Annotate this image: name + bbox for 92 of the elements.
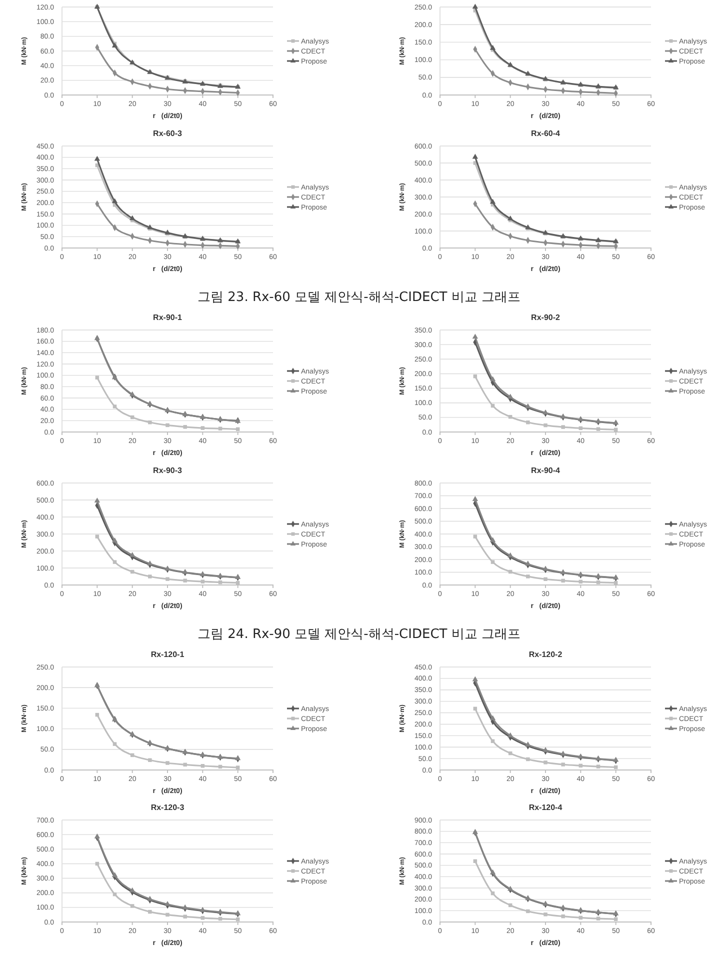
point	[95, 376, 100, 380]
point	[112, 742, 117, 746]
point	[507, 552, 514, 558]
point	[95, 534, 100, 538]
point	[526, 909, 530, 914]
point	[183, 425, 187, 429]
point	[112, 404, 117, 408]
point	[544, 423, 548, 428]
point	[526, 574, 530, 578]
point	[472, 4, 478, 9]
point	[560, 750, 566, 756]
point	[200, 580, 205, 584]
point	[112, 872, 118, 878]
point	[165, 240, 170, 246]
point	[490, 44, 496, 50]
point	[164, 900, 170, 906]
point	[148, 574, 152, 578]
point	[490, 715, 496, 720]
point	[112, 538, 118, 542]
point	[130, 904, 134, 908]
point	[183, 578, 187, 582]
point	[526, 757, 530, 762]
point	[183, 914, 187, 918]
point	[166, 577, 170, 581]
chart-title: Rx-60-3	[153, 129, 182, 138]
point	[490, 560, 495, 564]
point	[596, 916, 600, 920]
point	[129, 552, 136, 557]
point	[200, 426, 205, 430]
point	[94, 833, 100, 838]
point	[472, 334, 478, 339]
point	[490, 376, 496, 382]
point	[200, 916, 205, 920]
point	[561, 578, 565, 583]
point	[94, 498, 100, 502]
chart-title: Rx-120-1	[150, 650, 185, 659]
point	[166, 761, 170, 765]
point	[542, 409, 548, 414]
point	[490, 198, 496, 204]
point	[218, 426, 222, 430]
chart-title: Rx-120-3	[150, 803, 185, 812]
point	[148, 758, 152, 762]
point	[490, 869, 496, 874]
point	[612, 756, 619, 762]
point	[129, 887, 136, 892]
point	[507, 886, 514, 891]
point	[182, 904, 188, 910]
point	[182, 568, 188, 574]
point	[507, 394, 514, 399]
point	[525, 560, 531, 566]
point	[542, 747, 548, 752]
point	[542, 566, 548, 571]
point	[200, 906, 206, 912]
point	[561, 762, 565, 766]
chart-title: Rx-90-4	[531, 466, 560, 475]
point	[490, 537, 496, 542]
point	[561, 425, 565, 429]
point	[94, 156, 100, 161]
chart-title: Rx-90-1	[153, 313, 182, 322]
point	[472, 496, 478, 501]
point	[183, 762, 187, 767]
chart-title: Rx-120-2	[528, 650, 563, 659]
point	[544, 577, 548, 582]
point	[560, 414, 566, 418]
point	[166, 423, 170, 428]
point	[472, 154, 478, 159]
point	[596, 427, 600, 431]
caption: 그림 23. Rx-60 모델 제안식-해석-CIDECT 비교 그래프	[196, 289, 522, 306]
chart-title: Rx-90-3	[153, 466, 182, 475]
point	[473, 534, 478, 538]
point	[507, 215, 514, 220]
chart-title: Rx-90-2	[531, 313, 560, 322]
point	[526, 420, 530, 424]
point	[544, 760, 548, 764]
point	[166, 912, 170, 917]
point	[112, 560, 117, 564]
point	[164, 566, 170, 570]
point	[148, 420, 152, 424]
chart-title: Rx-120-4	[528, 803, 563, 812]
point	[112, 198, 118, 204]
point	[200, 764, 205, 768]
caption: 그림 24. Rx-90 모델 제안식-해석-CIDECT 비교 그래프	[196, 626, 522, 643]
point	[236, 766, 240, 770]
point	[578, 572, 584, 576]
point	[148, 910, 152, 914]
point	[147, 896, 153, 901]
point	[596, 764, 600, 768]
point	[129, 215, 136, 220]
point	[507, 732, 514, 738]
chart-title: Rx-60-4	[531, 129, 560, 138]
point	[544, 912, 548, 916]
point	[561, 914, 565, 918]
